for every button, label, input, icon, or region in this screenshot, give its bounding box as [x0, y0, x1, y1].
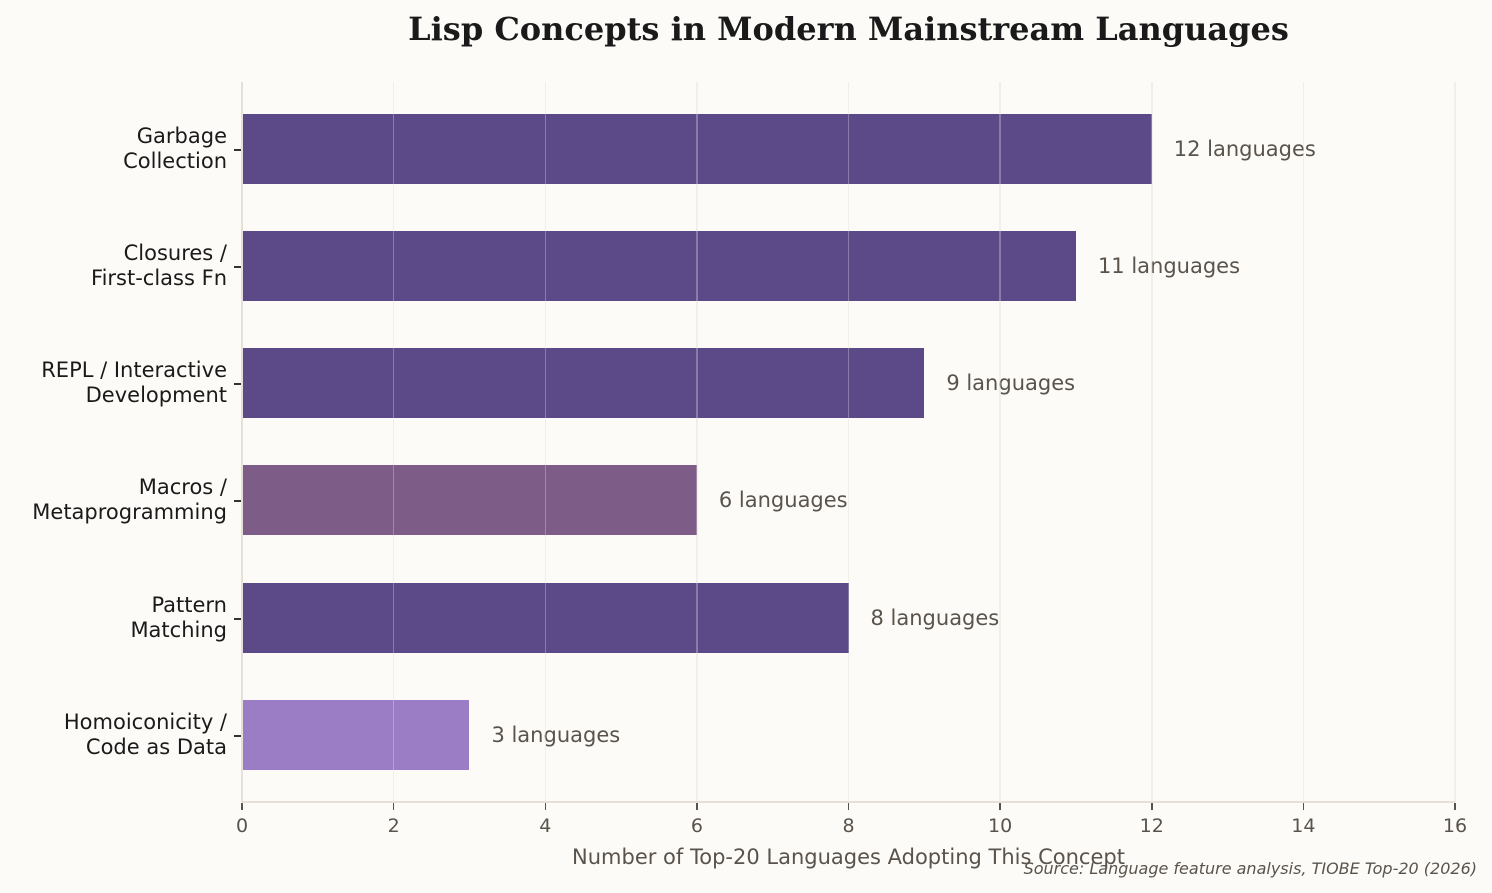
x-tick-mark — [1302, 803, 1305, 810]
x-tick-label: 6 — [690, 815, 703, 837]
x-tick-mark — [544, 803, 546, 810]
x-tick-mark — [847, 803, 850, 810]
bar — [242, 700, 470, 770]
y-tick-label: REPL / Interactive Development — [41, 358, 227, 407]
gridline — [544, 82, 546, 802]
x-tick-mark — [392, 803, 395, 810]
y-tick-label: Pattern Matching — [130, 593, 227, 642]
bar — [242, 114, 1152, 184]
bar-value-label: 6 languages — [718, 488, 848, 512]
x-axis-line — [242, 801, 1455, 803]
x-tick-label: 12 — [1139, 815, 1164, 837]
x-tick-label: 4 — [539, 815, 552, 837]
y-tick-label: Garbage Collection — [123, 124, 227, 173]
gridline — [1302, 82, 1305, 802]
gridline — [1454, 82, 1456, 802]
bar — [242, 348, 925, 418]
gridline — [999, 82, 1001, 802]
x-tick-label: 10 — [988, 815, 1013, 837]
bar-value-label: 3 languages — [491, 723, 621, 747]
x-tick-label: 14 — [1291, 815, 1316, 837]
x-tick-mark — [999, 803, 1001, 810]
source-annotation: Source: Language feature analysis, TIOBE… — [1023, 859, 1477, 878]
x-tick-mark — [1454, 803, 1456, 810]
bar-value-label: 8 languages — [870, 606, 1000, 630]
bar — [242, 465, 697, 535]
gridline — [1454, 82, 1456, 802]
x-tick-label: 0 — [235, 815, 249, 837]
y-axis-line — [241, 82, 243, 802]
gridline — [999, 82, 1001, 802]
bar — [242, 231, 1076, 301]
y-tick-mark — [234, 149, 241, 151]
y-tick-mark — [234, 618, 241, 620]
y-tick-mark — [234, 383, 241, 385]
y-tick-mark — [234, 735, 241, 737]
gridline — [392, 82, 395, 802]
gridline — [544, 82, 546, 802]
y-tick-label: Homoiconicity / Code as Data — [63, 710, 227, 759]
y-tick-label: Closures / First-class Fn — [91, 241, 227, 290]
y-tick-mark — [234, 500, 241, 502]
y-tick-label: Macros / Metaprogramming — [32, 475, 227, 524]
x-tick-label: 16 — [1442, 815, 1468, 837]
gridline — [1151, 82, 1153, 802]
chart-title: Lisp Concepts in Modern Mainstream Langu… — [408, 10, 1289, 48]
bar — [242, 583, 849, 653]
x-tick-mark — [241, 803, 243, 810]
gridline — [392, 82, 395, 802]
gridline — [1302, 82, 1305, 802]
bar-value-label: 9 languages — [946, 371, 1076, 395]
plot-area: 12 languages 11 languages 9 languages 6 lan… — [241, 82, 1456, 803]
gridline — [696, 82, 698, 802]
y-tick-mark — [234, 266, 241, 268]
gridline — [847, 82, 850, 802]
gridline — [847, 82, 850, 802]
x-tick-label: 8 — [842, 815, 855, 837]
bar-value-label: 11 languages — [1097, 254, 1241, 278]
x-axis-label: Number of Top-20 Languages Adopting This… — [572, 845, 1125, 869]
x-tick-mark — [696, 803, 698, 810]
bar-value-label: 12 languages — [1173, 137, 1316, 161]
gridline — [1151, 82, 1153, 802]
x-tick-label: 2 — [387, 815, 400, 837]
x-tick-mark — [1151, 803, 1153, 810]
gridline — [696, 82, 698, 802]
